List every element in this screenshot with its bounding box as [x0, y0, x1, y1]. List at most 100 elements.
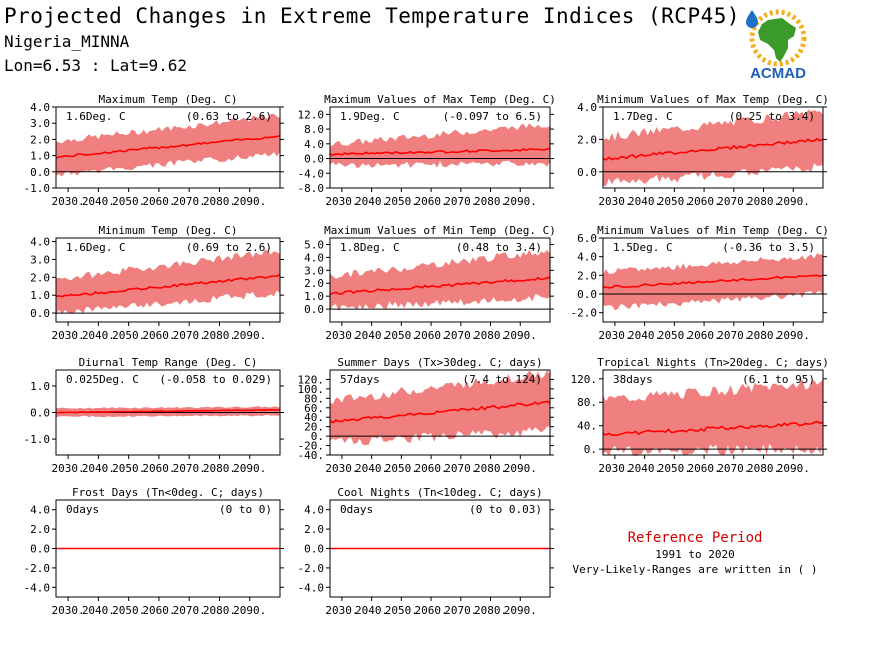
y-tick-label: 2.0 — [30, 523, 50, 536]
y-tick-label: 3.0 — [30, 117, 50, 130]
reference-period-note: Very-Likely-Ranges are written in ( ) — [572, 563, 818, 576]
very-likely-range-label: (-0.097 to 6.5) — [443, 110, 542, 123]
y-tick-label: 120. — [298, 373, 325, 386]
x-tick-label: 2070. — [173, 195, 206, 208]
x-tick-label: 2090. — [777, 329, 810, 342]
panel-title: Maximum Temp (Deg. C) — [98, 93, 237, 106]
very-likely-range-label: (-0.058 to 0.029) — [159, 373, 272, 386]
median-change-line — [602, 420, 824, 437]
y-tick-label: -1.0 — [24, 433, 51, 446]
x-tick-label: 2040. — [82, 604, 115, 617]
x-tick-label: 2060. — [142, 195, 175, 208]
y-tick-label: 80. — [577, 396, 597, 409]
panel-title: Frost Days (Tn<0deg. C; days) — [72, 486, 264, 499]
y-tick-label: -8.0 — [298, 182, 325, 195]
panel-frame — [55, 106, 281, 189]
panel-frame — [329, 369, 551, 456]
y-tick-label: 0.0 — [304, 543, 324, 556]
y-tick-label: 4.0 — [304, 504, 324, 517]
x-tick-label: 2050. — [658, 329, 691, 342]
chart-panel-4: Minimum Temp (Deg. C) 1.6Deg. C (0.69 to 2… — [30, 224, 284, 342]
median-change-label: 0.025Deg. C — [66, 373, 139, 386]
y-tick-label: 40. — [577, 420, 597, 433]
x-tick-label: 2040. — [355, 604, 388, 617]
y-tick-label: -20. — [298, 440, 325, 453]
y-tick-label: 0. — [584, 443, 597, 456]
page-title: Projected Changes in Extreme Temperature… — [4, 4, 741, 28]
y-tick-label: 0.0 — [577, 288, 597, 301]
x-tick-label: 2090. — [504, 604, 537, 617]
chart-panel-2: Maximum Values of Max Temp (Deg. C) 1.9De… — [298, 93, 556, 208]
x-tick-label: 2030. — [52, 604, 85, 617]
chart-panel-9: Tropical Nights (Tn>20deg. C; days) 38day… — [571, 356, 829, 475]
x-tick-label: 2080. — [747, 195, 780, 208]
x-tick-label: 2090. — [504, 329, 537, 342]
x-tick-label: 2070. — [444, 604, 477, 617]
y-tick-label: 0.0 — [304, 303, 324, 316]
x-tick-label: 2050. — [385, 195, 418, 208]
median-change-line — [602, 137, 824, 161]
y-tick-label: -2.0 — [24, 562, 51, 575]
y-tick-label: 120. — [571, 373, 598, 386]
x-tick-label: 2060. — [415, 329, 448, 342]
panel-frame — [329, 237, 551, 323]
y-tick-label: 12.0 — [298, 108, 325, 121]
y-tick-label: 2.0 — [304, 523, 324, 536]
y-tick-label: 2.0 — [304, 277, 324, 290]
chart-panel-10: Frost Days (Tn<0deg. C; days) 0days (0 to … — [24, 486, 284, 617]
x-tick-label: 2050. — [658, 195, 691, 208]
x-tick-label: 2060. — [688, 195, 721, 208]
median-change-line — [329, 147, 551, 156]
y-tick-label: 1.0 — [30, 150, 50, 163]
y-tick-label: 3.0 — [304, 264, 324, 277]
x-tick-label: 2030. — [52, 329, 85, 342]
africa-map-icon — [758, 18, 796, 62]
median-change-label: 1.9Deg. C — [340, 110, 400, 123]
x-tick-label: 2070. — [173, 462, 206, 475]
y-tick-label: 0.0 — [30, 407, 50, 420]
median-change-line — [329, 276, 551, 296]
y-tick-label: 0. — [311, 430, 324, 443]
x-tick-label: 2050. — [385, 604, 418, 617]
x-tick-label: 2060. — [142, 329, 175, 342]
very-likely-range-band — [56, 113, 280, 177]
x-tick-label: 2090. — [777, 462, 810, 475]
x-tick-label: 2070. — [717, 462, 750, 475]
x-tick-label: 2080. — [474, 329, 507, 342]
median-change-label: 38days — [613, 373, 653, 386]
median-change-label: 1.8Deg. C — [340, 241, 400, 254]
x-tick-label: 2030. — [325, 462, 358, 475]
sun-rays-icon — [749, 9, 807, 67]
x-tick-label: 2090. — [233, 329, 266, 342]
y-tick-label: 4.0 — [30, 101, 50, 114]
y-tick-label: 0.0 — [30, 166, 50, 179]
x-tick-label: 2030. — [52, 195, 85, 208]
panel-frame — [602, 106, 824, 189]
x-tick-label: 2030. — [52, 462, 85, 475]
y-tick-label: 1.0 — [30, 289, 50, 302]
y-tick-label: 4.0 — [577, 251, 597, 264]
median-change-line — [55, 408, 281, 414]
y-tick-label: 4.0 — [30, 236, 50, 249]
median-change-line — [55, 135, 281, 159]
y-tick-label: 0.0 — [304, 153, 324, 166]
x-tick-label: 2090. — [233, 462, 266, 475]
very-likely-range-label: (0.48 to 3.4) — [456, 241, 542, 254]
x-tick-label: 2030. — [325, 604, 358, 617]
y-tick-label: -2.0 — [298, 562, 325, 575]
x-tick-label: 2050. — [658, 462, 691, 475]
panel-title: Diurnal Temp Range (Deg. C) — [79, 356, 258, 369]
x-tick-label: 2030. — [598, 462, 631, 475]
very-likely-range-band — [330, 123, 550, 169]
median-change-label: 1.7Deg. C — [613, 110, 673, 123]
median-change-label: 1.6Deg. C — [66, 241, 126, 254]
y-tick-label: 0.0 — [577, 166, 597, 179]
x-tick-label: 2040. — [82, 462, 115, 475]
acmad-logo-text: ACMAD — [750, 65, 806, 82]
median-change-line — [55, 274, 281, 298]
panel-frame — [55, 237, 281, 323]
very-likely-range-label: (-0.36 to 3.5) — [722, 241, 815, 254]
very-likely-range-label: (0.69 to 2.6) — [186, 241, 272, 254]
x-tick-label: 2040. — [355, 195, 388, 208]
x-tick-label: 2080. — [747, 462, 780, 475]
